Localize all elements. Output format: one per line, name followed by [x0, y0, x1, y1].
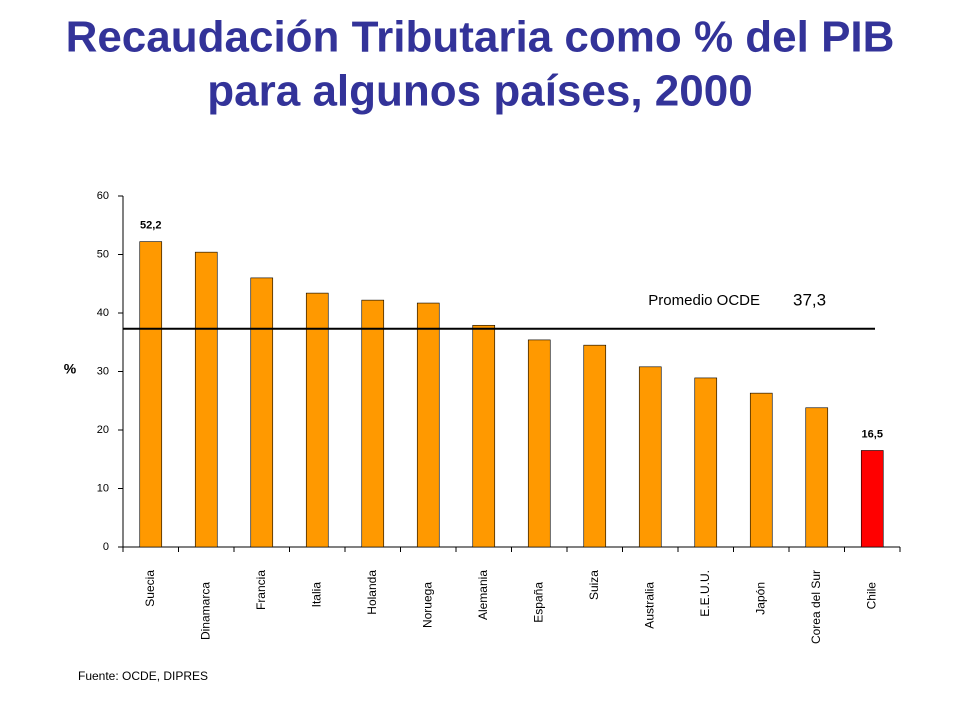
- x-tick-label: Holanda: [365, 570, 379, 615]
- x-tick-label: Francia: [254, 570, 268, 610]
- chart-title: Recaudación Tributaria como % del PIB: [66, 13, 895, 62]
- x-tick-label: Suecia: [143, 570, 157, 607]
- x-tick-label: Suiza: [587, 570, 601, 600]
- bar: [305, 292, 329, 548]
- y-axis-label: %: [64, 361, 77, 377]
- x-tick-label: Australia: [642, 582, 656, 629]
- y-tick-label: 0: [103, 541, 109, 553]
- x-tick-label: E.E.U.U.: [698, 570, 712, 617]
- x-tick-label: Italia: [309, 582, 323, 608]
- x-tick-label: Alemania: [476, 570, 490, 620]
- bar: [694, 377, 718, 548]
- bar: [805, 407, 829, 548]
- value-label: 52,2: [140, 220, 161, 232]
- source-note: Fuente: OCDE, DIPRES: [78, 669, 208, 683]
- bar: [583, 344, 607, 548]
- x-tick-label: Chile: [864, 582, 878, 610]
- bar: [194, 251, 218, 548]
- value-label: 16,5: [862, 428, 883, 440]
- bar: [139, 241, 163, 548]
- x-tick-label: Japón: [753, 582, 767, 615]
- y-tick-label: 30: [97, 365, 109, 377]
- bar: [749, 392, 773, 548]
- bar: [472, 324, 496, 548]
- bar: [527, 339, 551, 548]
- bar: [638, 366, 662, 548]
- x-tick-label: Dinamarca: [198, 582, 212, 640]
- y-tick-label: 50: [97, 248, 109, 260]
- chart-title: para algunos países, 2000: [207, 67, 752, 116]
- x-tick-label: España: [531, 582, 545, 623]
- y-tick-label: 40: [97, 307, 109, 319]
- reference-label: Promedio OCDE: [648, 292, 760, 309]
- bar: [416, 302, 440, 548]
- x-tick-label: Noruega: [420, 582, 434, 628]
- reference-value: 37,3: [793, 290, 826, 309]
- y-tick-label: 60: [97, 190, 109, 202]
- bar: [860, 450, 884, 548]
- bar: [361, 299, 385, 548]
- y-tick-label: 10: [97, 482, 109, 494]
- y-tick-label: 20: [97, 424, 109, 436]
- bar: [250, 277, 274, 548]
- x-tick-label: Corea del Sur: [809, 570, 823, 644]
